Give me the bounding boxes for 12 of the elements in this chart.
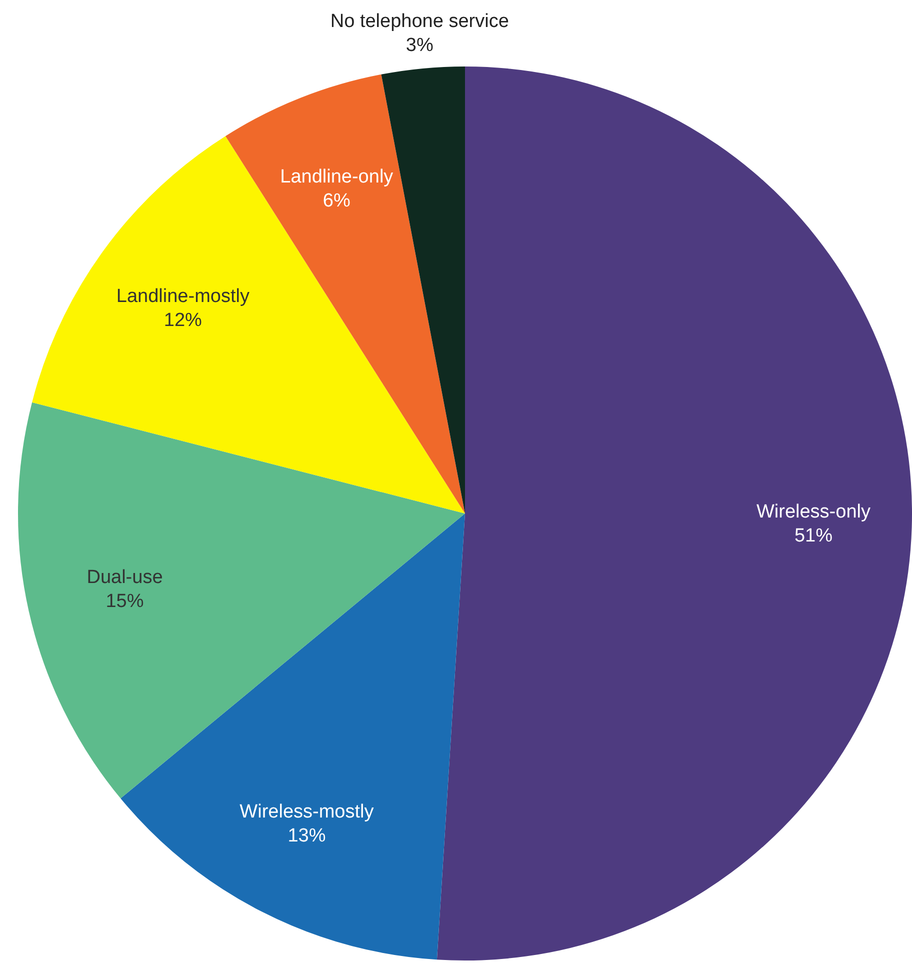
slice-label: Dual-use <box>86 566 163 588</box>
slice-label: No telephone service <box>330 10 509 32</box>
data-label: 13% <box>288 825 326 846</box>
data-label: 3% <box>406 34 434 56</box>
data-label: 6% <box>322 190 350 212</box>
slice-label: Landline-mostly <box>116 286 250 307</box>
slice-label: Wireless-mostly <box>240 801 374 822</box>
data-label: 15% <box>106 590 144 612</box>
data-label: 12% <box>164 310 202 331</box>
data-label: 51% <box>794 526 833 547</box>
slice-label: Landline-only <box>280 166 394 188</box>
slice-label: Wireless-only <box>756 502 871 523</box>
